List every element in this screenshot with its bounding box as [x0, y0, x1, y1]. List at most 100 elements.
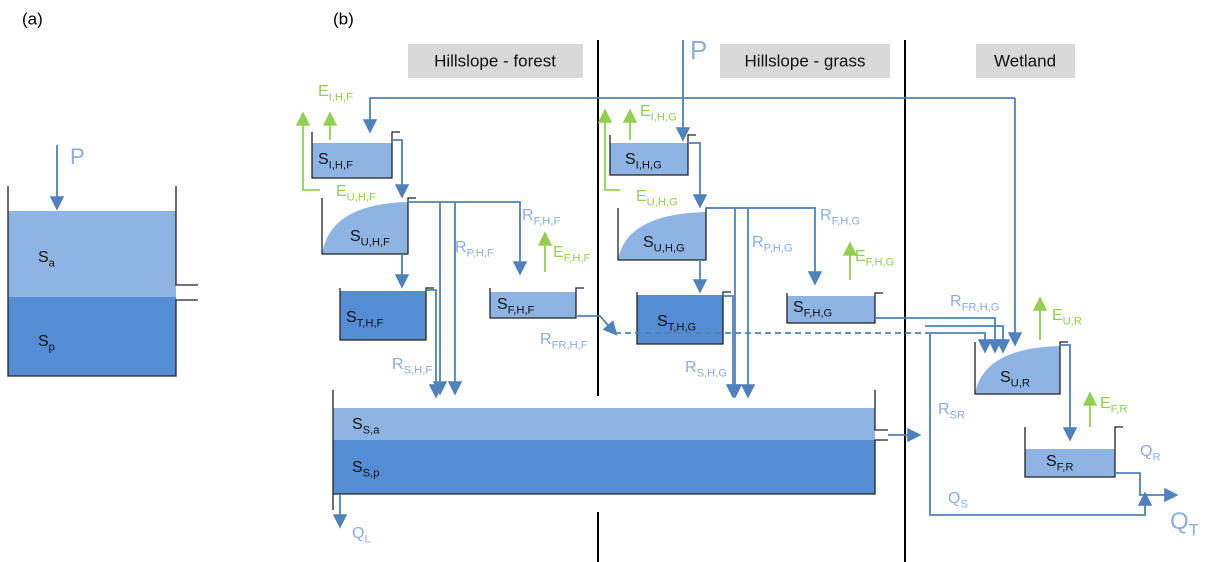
tank	[609, 134, 696, 176]
label-main: S	[38, 249, 49, 266]
label-sub: I,H,F	[329, 92, 353, 104]
label-main: Q	[948, 490, 960, 507]
label-main: S	[352, 459, 363, 476]
flow-arrow	[426, 289, 444, 399]
label-main: E	[636, 188, 647, 205]
evap-arrow	[597, 108, 620, 191]
store-fill	[8, 211, 176, 297]
label-sub: T,H,F	[357, 318, 384, 330]
input-label: P	[690, 35, 707, 65]
store-fill	[490, 292, 576, 318]
label-main: S	[625, 151, 636, 168]
flux-label: RSR	[938, 401, 965, 421]
flux-label: EI,H,G	[640, 103, 677, 123]
label-sub: S,H,G	[697, 368, 727, 380]
label-main: S	[350, 228, 361, 245]
label-main: R	[938, 401, 950, 418]
flux-label: RS,H,F	[392, 356, 432, 376]
label-main: R	[820, 207, 832, 224]
input-label: P	[70, 144, 85, 169]
label-main: R	[540, 331, 552, 348]
flux-label: EU,H,F	[336, 183, 376, 203]
label-sub: S,p	[363, 468, 380, 480]
tank	[311, 131, 400, 179]
flux-label: EF,H,G	[855, 248, 894, 268]
label-sub: L	[364, 534, 370, 546]
store-fill	[333, 440, 875, 494]
flux-label: RF,H,F	[522, 207, 560, 227]
label-sub: U,H,G	[647, 197, 678, 209]
flow-arrow	[723, 295, 741, 399]
label-main: S	[38, 333, 49, 350]
label-main: R	[752, 234, 764, 251]
label-sub: P,H,F	[467, 248, 494, 260]
label-sub: T,H,G	[668, 322, 697, 334]
label-sub: F,H,G	[832, 216, 861, 228]
region-box	[408, 44, 583, 78]
label-sub: F,H,F	[534, 216, 561, 228]
label-main: E	[1100, 395, 1111, 412]
flux-label: RS,H,G	[685, 359, 727, 379]
store-fill	[975, 346, 1060, 394]
flow-arrow	[688, 142, 708, 209]
label-main: E	[1052, 307, 1063, 324]
flux-label: QL	[352, 525, 371, 545]
flux-label: QT	[1170, 508, 1199, 539]
label-main: E	[336, 183, 347, 200]
label-sub: I,H,F	[329, 160, 353, 172]
label-sub: F,H,F	[564, 253, 591, 265]
label-sub: U,H,F	[361, 237, 390, 249]
flux-label: SF,R	[1046, 453, 1073, 473]
store-fill	[322, 202, 408, 254]
label-main: R	[522, 207, 534, 224]
label-sub: R	[1152, 452, 1160, 464]
label-main: S	[1000, 369, 1011, 386]
flux-label: SF,H,G	[793, 299, 832, 319]
label-sub: I,H,G	[636, 160, 662, 172]
label-main: R	[685, 359, 697, 376]
flow-arrow	[929, 333, 1153, 516]
flux-label: SS,p	[352, 459, 379, 479]
flow-arrow	[1115, 472, 1179, 503]
label-sub: P,H,G	[764, 243, 793, 255]
label-main: Q	[1140, 443, 1152, 460]
label-sub: F,H,G	[866, 257, 895, 269]
label-main: S	[497, 296, 508, 313]
panel-label: (a)	[22, 9, 43, 28]
label-main: E	[318, 83, 329, 100]
flux-label: EU,H,G	[636, 188, 678, 208]
flux-label: SU,H,F	[350, 228, 390, 248]
region-label: Hillslope - grass	[745, 51, 866, 70]
label-sub: S,a	[363, 425, 381, 437]
flux-label: EI,H,F	[318, 83, 353, 103]
label-sub: p	[49, 342, 55, 354]
label-main: S	[346, 309, 357, 326]
flux-label: SS,a	[352, 416, 380, 436]
flow-arrow	[925, 325, 1011, 354]
label-main: Q	[1170, 508, 1189, 535]
tank	[974, 341, 1068, 395]
label-sub: S,H,F	[404, 365, 433, 377]
store-fill	[333, 408, 875, 440]
flux-label: EF,R	[1100, 395, 1127, 415]
label-sub: F,R	[1111, 404, 1128, 416]
label-sub: U,H,F	[347, 192, 376, 204]
label-sub: F,H,G	[804, 308, 833, 320]
flux-label: SU,H,G	[643, 234, 685, 254]
label-sub: a	[49, 258, 56, 270]
flux-label: RFR,H,G	[950, 293, 999, 313]
tank	[7, 186, 198, 377]
label-main: R	[950, 293, 962, 310]
store-fill	[312, 143, 392, 178]
panel-label: (b)	[333, 9, 354, 28]
label-sub: FR,H,G	[962, 302, 1000, 314]
store-fill	[1025, 449, 1115, 477]
flux-label: QS	[948, 490, 968, 510]
region-box	[720, 44, 890, 78]
flux-label: SF,H,F	[497, 296, 535, 316]
label-main: S	[657, 313, 668, 330]
evap-arrow	[295, 111, 320, 191]
tank	[321, 197, 416, 255]
store-fill	[610, 143, 688, 175]
tank	[636, 291, 731, 345]
